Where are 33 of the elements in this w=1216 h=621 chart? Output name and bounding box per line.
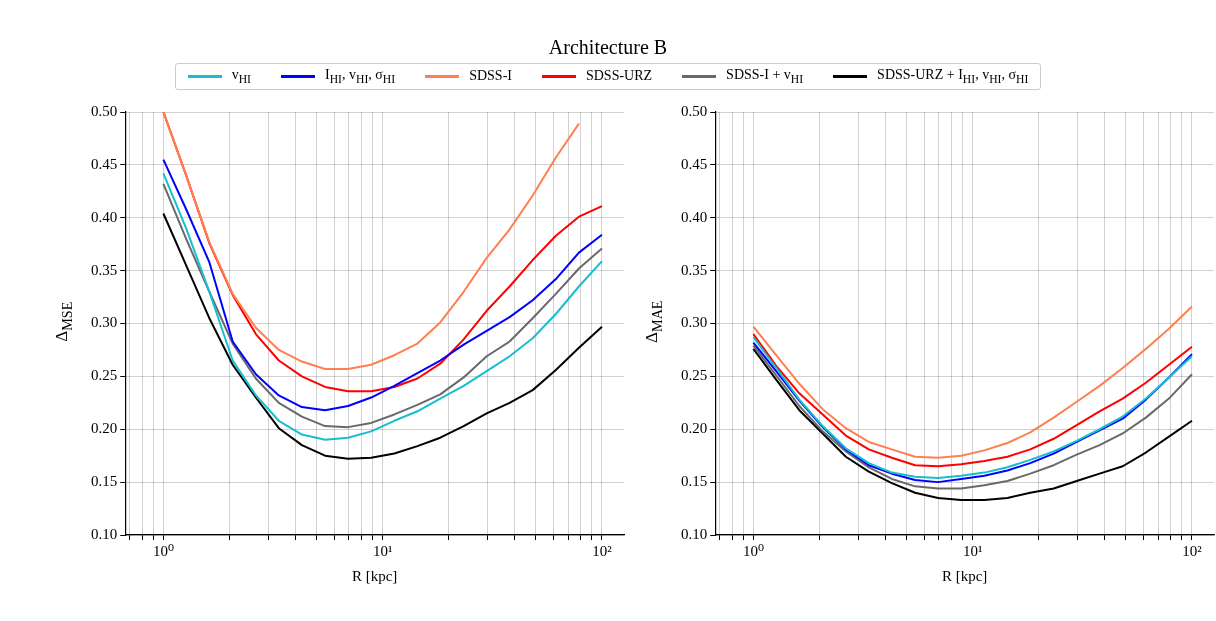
x-tick-label: 10¹ [962,542,983,559]
y-tick-label: 0.50 [681,102,708,119]
y-tick-label: 0.30 [91,314,118,331]
legend-label: I$_{HI}$, v$_{HI}$, σ$_{HI}$ [325,67,396,86]
x-axis-title: R [kpc] [351,567,398,584]
x-axis-title: R [kpc] [941,567,988,584]
x-tick-label: 10⁰ [152,542,174,559]
legend-label: v$_{HI}$ [231,67,251,86]
y-tick-label: 0.15 [681,472,708,489]
y-tick-label: 0.30 [681,314,708,331]
y-tick-label: 0.10 [91,525,118,542]
legend-label: SDSS-URZ + I$_{HI}$, v$_{HI}$, σ$_{HI}$ [877,67,1029,86]
y-tick-label: 0.20 [681,419,708,436]
x-tick-label: 10² [592,542,613,559]
x-tick-label: 10² [1182,542,1203,559]
y-tick-label: 0.20 [91,419,118,436]
x-tick-label: 10¹ [372,542,393,559]
y-tick-label: 0.10 [681,525,708,542]
y-tick-label: 0.40 [91,208,118,225]
legend-label: SDSS-I [469,68,512,85]
legend-label: SDSS-URZ [585,68,653,85]
y-tick-label: 0.15 [91,472,118,489]
y-tick-label: 0.35 [681,261,708,278]
y-tick-label: 0.25 [681,367,708,384]
x-tick-label: 10⁰ [742,542,764,559]
y-tick-label: 0.45 [681,155,708,172]
y-tick-label: 0.25 [91,367,118,384]
legend-label: SDSS-I + v$_{HI}$ [726,67,804,86]
y-tick-label: 0.45 [91,155,118,172]
y-tick-label: 0.50 [91,102,118,119]
chart-title: Architecture B [547,35,669,59]
y-tick-label: 0.35 [91,261,118,278]
y-tick-label: 0.40 [681,208,708,225]
